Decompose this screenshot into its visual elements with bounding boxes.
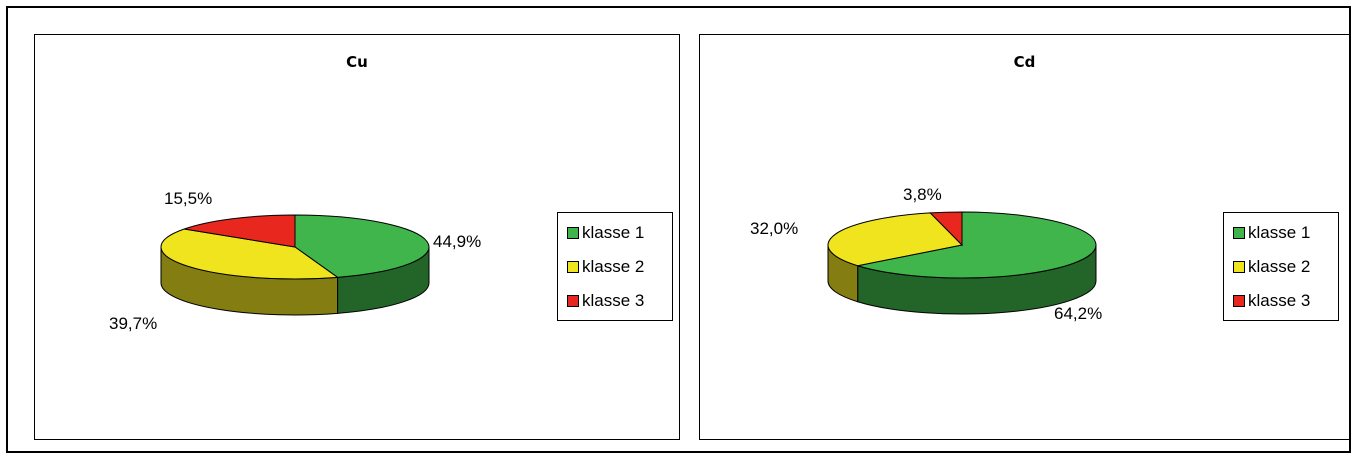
- pie-slice-klasse-2: [827, 212, 964, 267]
- legend-item-klasse-2: klasse 2: [558, 250, 672, 284]
- legend-swatch: [1233, 295, 1245, 307]
- legend-label: klasse 1: [582, 223, 645, 242]
- data-label: 32,0%: [750, 219, 798, 238]
- legend-swatch: [567, 295, 579, 307]
- legend-label: klasse 2: [1248, 257, 1311, 276]
- legend-swatch: [567, 227, 579, 239]
- data-label: 15,5%: [164, 189, 212, 208]
- pie-slice-klasse-2: [160, 228, 339, 280]
- pie-chart-cu: 44,9% 39,7% 15,5%: [109, 189, 481, 333]
- pie-slice-klasse-3: [929, 211, 963, 247]
- legend-item-klasse-1: klasse 1: [558, 216, 672, 250]
- data-label: 44,9%: [433, 232, 481, 251]
- pie-slice-klasse-1: [294, 214, 430, 278]
- chart-panel-cu: Cu 44,9% 39,7% 15,5% klasse 1 klasse 2 kla…: [34, 34, 680, 440]
- legend: klasse 1 klasse 2 klasse 3: [1223, 212, 1339, 321]
- data-label: 39,7%: [109, 314, 157, 333]
- chart-panel-cd: Cd 64,2% 32,0% 3,8% klasse 1 klasse 2 klas…: [699, 34, 1350, 440]
- legend-label: klasse 3: [582, 291, 645, 310]
- legend-swatch: [567, 261, 579, 273]
- legend-swatch: [1233, 261, 1245, 273]
- data-label: 3,8%: [903, 185, 942, 204]
- legend-item-klasse-3: klasse 3: [558, 284, 672, 318]
- legend-item-klasse-3: klasse 3: [1224, 284, 1338, 318]
- legend: klasse 1 klasse 2 klasse 3: [557, 212, 673, 321]
- pie-slice-klasse-1: [857, 211, 1097, 279]
- legend-item-klasse-1: klasse 1: [1224, 216, 1338, 250]
- pie-slice-klasse-3: [184, 214, 296, 248]
- legend-label: klasse 3: [1248, 291, 1311, 310]
- data-label: 64,2%: [1054, 304, 1102, 323]
- chart-title: Cu: [346, 53, 368, 71]
- legend-label: klasse 1: [1248, 223, 1311, 242]
- legend-swatch: [1233, 227, 1245, 239]
- chart-title: Cd: [1013, 53, 1036, 71]
- legend-label: klasse 2: [582, 257, 645, 276]
- legend-item-klasse-2: klasse 2: [1224, 250, 1338, 284]
- pie-chart-cd: 64,2% 32,0% 3,8%: [750, 185, 1102, 323]
